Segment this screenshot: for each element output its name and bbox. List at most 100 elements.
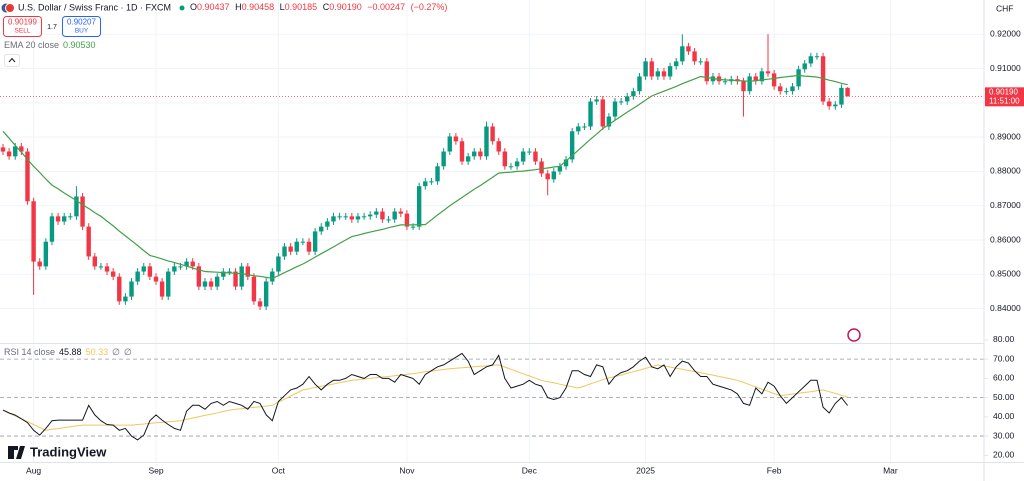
candle-body (319, 226, 324, 232)
candle-body (716, 76, 722, 82)
candle-body (839, 87, 844, 105)
candle-body (129, 281, 134, 297)
candle-body (802, 63, 807, 70)
candle-body (539, 161, 544, 174)
y-tick-label: 0.87000 (990, 200, 1021, 210)
ohlc-value: 0.90185 (285, 2, 318, 12)
candle-body (594, 99, 599, 102)
event-icon[interactable] (847, 328, 861, 342)
candle-body (784, 91, 789, 93)
candle-body (465, 156, 471, 162)
x-tick-label: 2025 (636, 465, 655, 475)
collapse-button[interactable] (4, 54, 20, 67)
symbol-title: U.S. Dollar / Swiss Franc · 1D · FXCM (18, 2, 171, 12)
candle-body (190, 261, 195, 267)
buy-button[interactable] (62, 16, 101, 37)
candle-body (245, 266, 250, 277)
candle-body (404, 213, 410, 227)
rsi-tick-label: 80.00 (993, 334, 1015, 344)
candle-body (227, 271, 232, 273)
candle-body (429, 181, 434, 183)
x-tick-label: Sep (148, 465, 163, 475)
candle-body (355, 216, 361, 220)
ema-value: 0.90530 (63, 40, 96, 50)
sell-button[interactable] (3, 16, 42, 37)
candle-body (178, 266, 183, 268)
candle-body (827, 101, 832, 107)
grid (0, 0, 984, 462)
candle-body (361, 216, 367, 218)
candle-body (43, 241, 49, 267)
buy-price[interactable]: 0.90207 (67, 18, 96, 27)
candle-body (196, 266, 202, 287)
rsi-extra: ∅ (124, 347, 132, 357)
candle-body (325, 221, 330, 227)
candle-body (796, 69, 801, 87)
candle-body (349, 216, 355, 220)
candle-body (606, 116, 612, 127)
candle-body (159, 281, 165, 297)
candle-body (141, 266, 146, 272)
collapse-icon[interactable] (8, 57, 16, 63)
candle-body (655, 71, 661, 77)
candle-body (62, 216, 67, 222)
candle-body (698, 61, 703, 63)
candle-body (74, 196, 79, 217)
candle-body (380, 211, 385, 220)
candle-body (790, 86, 795, 92)
sell-label[interactable]: SELL (15, 28, 31, 35)
ohlc: O0.90437 H0.90458 L0.90185 C0.90190 −0.0… (190, 2, 447, 12)
candle-body (502, 151, 508, 167)
buy-label[interactable]: BUY (75, 28, 89, 35)
rsi-tick-label: 70.00 (993, 353, 1015, 363)
sell-price[interactable]: 0.90199 (8, 18, 37, 27)
candle-body (398, 211, 403, 214)
candle-body (508, 166, 514, 168)
rsi-tick-label: 50.00 (993, 392, 1015, 402)
ema-line (2, 74, 848, 280)
candle-body (459, 141, 465, 162)
candle-body (600, 99, 605, 127)
candle-body (184, 261, 189, 267)
last-price-label: 0.90190 (989, 87, 1018, 96)
candle-body (123, 296, 128, 302)
candle-body (557, 166, 563, 172)
rsi-pane (0, 352, 984, 441)
candle-body (98, 266, 104, 268)
y-tick-label: 0.91000 (990, 63, 1021, 73)
rsi-name: RSI 14 close (4, 347, 55, 357)
ohlc-value: 0.90437 (197, 2, 230, 12)
candle-body (312, 231, 318, 252)
candle-body (337, 216, 342, 218)
logo: TradingView (8, 444, 107, 459)
candle-body (117, 276, 122, 302)
price-pane (0, 34, 984, 310)
candle-body (753, 76, 758, 82)
candle-body (447, 136, 452, 152)
candle-body (221, 271, 226, 277)
candle-body (453, 136, 459, 142)
candle-body (392, 211, 397, 220)
rsi-extra: ∅ (112, 347, 120, 357)
candle-body (747, 76, 752, 92)
rsi-tick-label: 30.00 (993, 430, 1015, 440)
candle-body (514, 161, 520, 167)
candle-body (692, 51, 697, 62)
candle-body (416, 186, 422, 227)
candle-body (368, 214, 373, 217)
candle-body (208, 281, 214, 287)
rsi-legend: RSI 14 close 45.88 50.33 ∅ ∅ (4, 347, 132, 357)
x-tick-label: Oct (272, 465, 286, 475)
candle-body (306, 241, 312, 252)
candle-body (153, 276, 159, 282)
candle-body (343, 216, 348, 218)
ema-legend: EMA 20 close 0.90530 (4, 40, 96, 50)
ohlc-label: O (190, 2, 197, 12)
rsi-ma-value: 50.33 (86, 347, 109, 357)
candle-body (771, 73, 777, 87)
candle-body (80, 196, 85, 227)
candle-body (612, 101, 618, 117)
candle-body (202, 281, 208, 287)
candle-body (6, 151, 12, 157)
